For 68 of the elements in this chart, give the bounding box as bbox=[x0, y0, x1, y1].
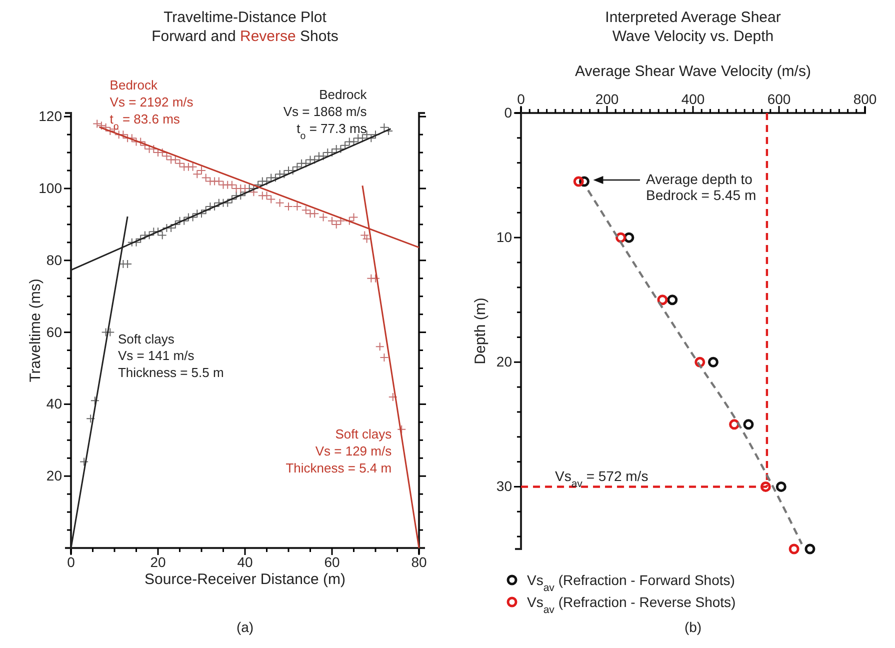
x-tick-label: 0 bbox=[67, 554, 76, 570]
line-series bbox=[586, 189, 803, 546]
x-tick-label: 40 bbox=[237, 554, 253, 570]
point bbox=[380, 352, 389, 362]
point bbox=[249, 188, 258, 197]
y-tick-label: 0 bbox=[504, 104, 512, 120]
point bbox=[388, 392, 398, 402]
legend-label: Vs$_{av}$ (Refraction - Reverse Shots) bbox=[527, 594, 736, 616]
x-axis-title: Average Shear Wave Velocity (m/s) bbox=[575, 63, 811, 80]
x-tick-label: 0 bbox=[517, 91, 526, 107]
annotation: Vs$_{av}$ = 572 m/s bbox=[555, 468, 648, 490]
y-tick-label: 80 bbox=[46, 252, 62, 268]
point bbox=[573, 176, 584, 187]
point bbox=[92, 119, 102, 128]
text: (b) bbox=[684, 619, 702, 635]
point bbox=[760, 481, 771, 492]
y-tick-label: 20 bbox=[496, 354, 512, 370]
y-tick-label: 20 bbox=[46, 468, 62, 484]
x-tick-label: 600 bbox=[767, 91, 791, 107]
point bbox=[657, 294, 668, 306]
y-axis-title: Depth (m) bbox=[472, 298, 489, 364]
annotation: Bedrock Vs = 1868 m/s t$_{o}$ = 77.3 ms bbox=[283, 87, 368, 142]
y-tick-label: 120 bbox=[38, 108, 62, 124]
point bbox=[776, 481, 786, 492]
x-axis-title: Source-Receiver Distance (m) bbox=[144, 571, 346, 588]
point bbox=[743, 419, 754, 430]
annotation: Average depth to Bedrock = 5.45 m bbox=[646, 171, 756, 204]
point bbox=[344, 216, 354, 226]
text: (a) bbox=[236, 619, 254, 635]
point bbox=[397, 424, 406, 434]
y-axis-title: Traveltime (ms) bbox=[27, 278, 44, 382]
point bbox=[375, 342, 384, 352]
point bbox=[349, 212, 358, 222]
x-tick-label: 200 bbox=[595, 91, 619, 107]
x-tick-label: 80 bbox=[411, 554, 427, 570]
point bbox=[318, 212, 328, 222]
point bbox=[371, 274, 380, 283]
point bbox=[188, 162, 198, 172]
x-tick-label: 20 bbox=[150, 554, 166, 570]
annotation: Soft clays Vs = 141 m/s Thickness = 5.5 m bbox=[118, 331, 224, 380]
point bbox=[336, 216, 346, 226]
point bbox=[362, 234, 372, 244]
point bbox=[788, 544, 800, 554]
point bbox=[310, 209, 320, 218]
point bbox=[197, 166, 206, 176]
y-tick-label: 40 bbox=[46, 396, 62, 412]
point bbox=[332, 220, 341, 229]
x-tick-label: 60 bbox=[324, 554, 340, 570]
y-tick-label: 30 bbox=[496, 478, 512, 494]
point bbox=[804, 544, 816, 554]
point bbox=[292, 202, 302, 211]
point bbox=[360, 230, 370, 240]
point bbox=[192, 170, 202, 179]
y-tick-label: 100 bbox=[38, 180, 62, 196]
point bbox=[136, 137, 146, 146]
point bbox=[275, 198, 284, 208]
point bbox=[284, 202, 293, 211]
point bbox=[667, 294, 678, 306]
annotation: Soft clays Vs = 129 m/s Thickness = 5.4 m bbox=[286, 426, 392, 476]
y-tick-label: 60 bbox=[46, 324, 62, 340]
legend-label: Vs$_{av}$ (Refraction - Forward Shots) bbox=[527, 572, 735, 594]
chart-title: Traveltime-Distance Plot Forward and Reverse Shots bbox=[152, 9, 338, 45]
point bbox=[708, 356, 718, 368]
chart-title: Interpreted Average Shear Wave Velocity vs. Depth bbox=[605, 9, 781, 45]
y-tick-label: 10 bbox=[496, 229, 512, 246]
x-tick-label: 800 bbox=[853, 91, 877, 107]
x-tick-label: 400 bbox=[681, 91, 705, 107]
annotation: Bedrock Vs = 2192 m/s t$_{o}$ = 83.6 ms bbox=[110, 78, 194, 132]
